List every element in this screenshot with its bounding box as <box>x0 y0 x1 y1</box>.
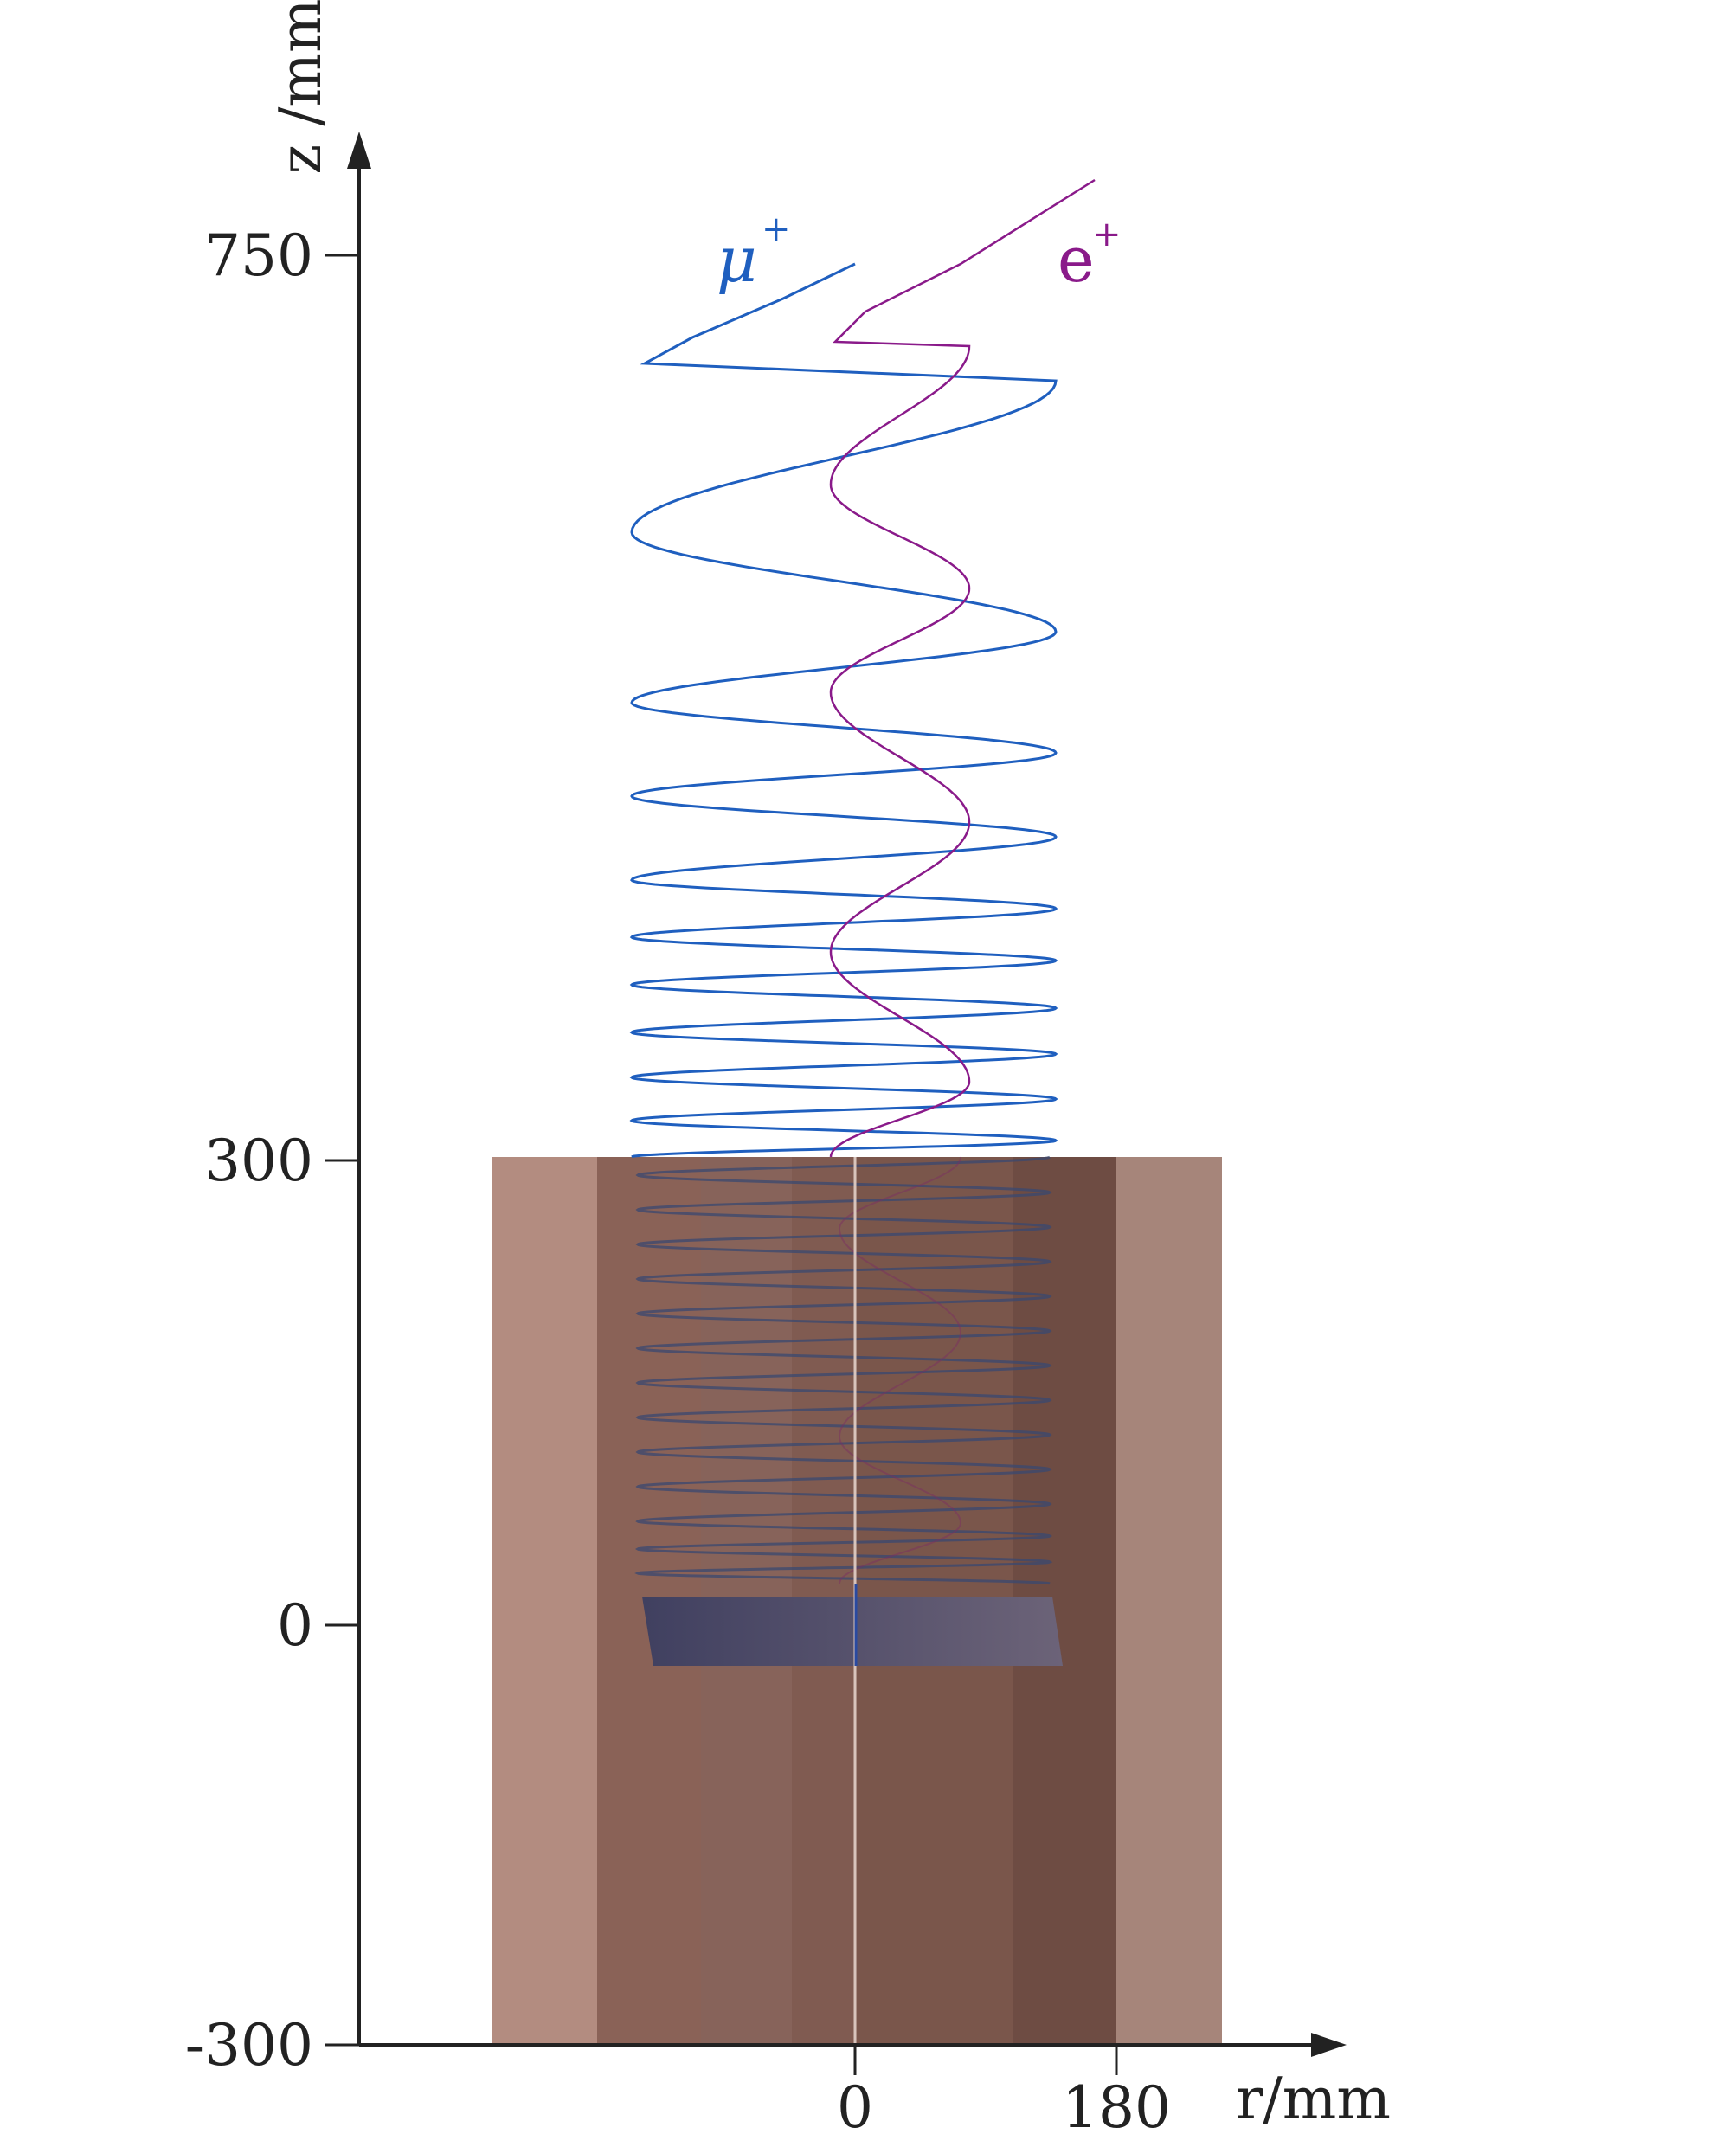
r-tick-label: 0 <box>837 2074 873 2134</box>
r-axis-label: r/mm <box>1236 2066 1391 2132</box>
z-tick-label: 0 <box>277 1592 313 1659</box>
muon-label: μ + <box>717 209 791 296</box>
stopping-target <box>642 1597 1063 1666</box>
positron-label: e + <box>1058 215 1122 296</box>
r-tick-label: 180 <box>1062 2074 1171 2134</box>
tick-labels: 750 300 0 -300 0 180 <box>185 222 1171 2134</box>
positron-track-inside-solenoid <box>838 1156 962 1584</box>
solenoid-outer-right <box>1116 1157 1222 2045</box>
solenoid-outer-left <box>492 1157 597 2045</box>
muon-track <box>629 262 1058 1159</box>
z-axis-label: z /mm <box>267 0 334 175</box>
z-tick-label: -300 <box>185 2012 313 2079</box>
muon-track-inside-solenoid <box>634 1155 1053 1585</box>
muon-label-charge: + <box>762 209 791 249</box>
positron-track <box>829 178 1096 1158</box>
r-axis-arrowhead <box>1311 2033 1347 2057</box>
positron-label-charge: + <box>1092 215 1122 254</box>
z-axis-arrowhead <box>347 132 371 169</box>
z-tick-label: 300 <box>204 1128 313 1194</box>
axes <box>325 132 1347 2075</box>
muon-label-symbol: μ <box>717 223 757 296</box>
positron-label-symbol: e <box>1058 223 1095 296</box>
z-tick-label: 750 <box>204 222 313 289</box>
tracks <box>629 178 1096 1585</box>
